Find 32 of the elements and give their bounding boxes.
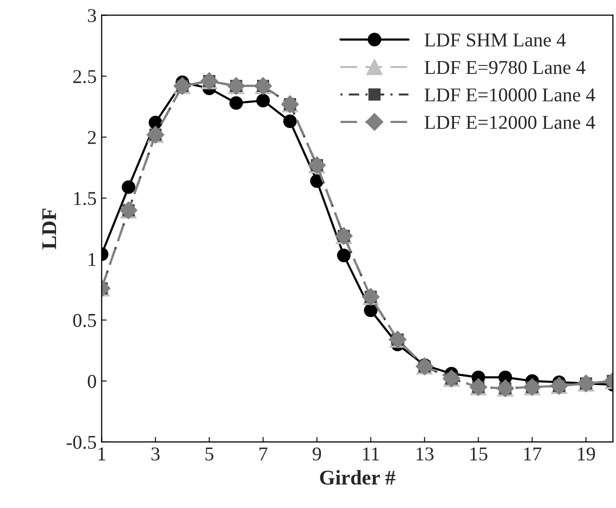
x-axis-title: Girder # [320,470,396,485]
x-tick-label: 19 [578,447,595,461]
x-tick-label: 15 [470,447,488,461]
x-tick-label: 7 [260,448,268,460]
point [229,96,243,110]
y-tick-label: 0 [88,374,96,388]
y-tick-label: 1.5 [74,192,96,206]
point [256,94,270,108]
legend-label: LDF E=10000 Lane 4 [424,88,596,102]
point [283,114,297,128]
x-tick-label: 5 [206,448,214,461]
x-tick-label: 17 [524,447,542,460]
point [310,174,324,188]
y-axis-title: LDF [42,208,56,250]
y-tick-label: -0.5 [66,436,96,449]
point [337,248,351,262]
x-tick-label: 11 [363,447,379,460]
y-tick-label: 1 [88,252,96,266]
x-tick-label: 3 [152,447,160,461]
legend-label: LDF E=12000 Lane 4 [424,116,596,129]
y-tick-label: 3 [88,9,96,22]
x-tick-label: 13 [416,447,434,461]
x-tick-label: 1 [98,447,106,460]
y-tick-label: 0.5 [73,314,96,328]
point [148,116,162,130]
point [122,180,136,194]
y-tick-label: 2.5 [73,70,96,84]
legend-label: LDF E=9780 Lane 4 [424,60,586,74]
y-tick-label: 2 [88,131,96,144]
legend-label: LDF SHM Lane 4 [424,33,566,47]
point [364,304,378,318]
x-tick-label: 9 [312,447,321,461]
